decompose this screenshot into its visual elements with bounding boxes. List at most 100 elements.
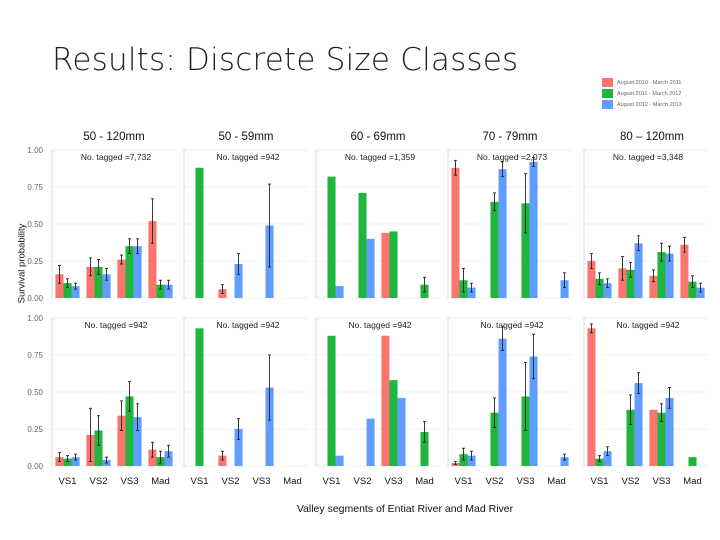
x-category-label: VS3	[653, 476, 671, 487]
bar	[71, 286, 80, 298]
y-tick-label: 0.75	[27, 351, 43, 360]
y-tick-label: 0.50	[27, 388, 43, 397]
bar	[649, 275, 658, 298]
legend-swatch	[602, 100, 613, 109]
bar	[389, 380, 398, 466]
x-axis-label: Valley segments of Entiat River and Mad …	[296, 503, 514, 515]
x-category-label: Mad	[415, 476, 433, 487]
bar	[529, 161, 538, 298]
x-category-label: VS1	[323, 476, 341, 487]
x-category-label: VS2	[222, 476, 240, 487]
bar	[164, 451, 173, 466]
bar	[218, 455, 227, 466]
panel-annotation: No. tagged =1,359	[345, 152, 415, 162]
legend-label: August 2011 - March 2012	[617, 90, 682, 97]
panel-annotation: No. tagged =7,732	[81, 152, 151, 162]
panel-annotation: No. tagged =3,348	[613, 152, 683, 162]
panel-annotation: No. tagged =2,073	[477, 152, 547, 162]
legend-swatch	[602, 89, 613, 98]
bar	[665, 253, 674, 298]
bar	[521, 396, 530, 466]
x-category-label: VS2	[486, 476, 504, 487]
bar	[626, 269, 635, 298]
bar	[560, 280, 569, 298]
bar	[366, 238, 375, 298]
bar	[467, 455, 476, 466]
bar	[335, 286, 344, 298]
y-tick-label: 1.00	[27, 314, 43, 323]
column-title: 60 - 69mm	[350, 131, 406, 143]
x-category-label: VS3	[517, 476, 535, 487]
bar	[156, 284, 165, 298]
bar	[148, 221, 157, 298]
bar	[389, 231, 398, 298]
x-category-label: VS1	[59, 476, 77, 487]
bar	[381, 232, 390, 298]
x-category-label: VS1	[455, 476, 473, 487]
x-category-label: VS1	[591, 476, 609, 487]
bar	[618, 268, 627, 298]
panel-annotation: No. tagged =942	[480, 320, 543, 330]
bar	[327, 176, 336, 298]
x-category-label: VS3	[121, 476, 139, 487]
legend-item: August 2011 - March 2012	[602, 88, 682, 99]
bar	[55, 274, 64, 298]
legend-swatch	[602, 78, 613, 87]
bar	[133, 246, 142, 298]
bar	[657, 252, 666, 298]
bar	[529, 356, 538, 466]
y-tick-label: 0.50	[27, 220, 43, 229]
bar	[125, 246, 134, 298]
y-tick-label: 0.00	[27, 462, 43, 471]
bar	[358, 192, 367, 298]
bar	[195, 167, 204, 298]
bar	[94, 266, 103, 298]
y-tick-label: 0.75	[27, 183, 43, 192]
bar	[688, 457, 697, 466]
bar	[587, 328, 596, 466]
bar	[451, 167, 460, 298]
bar	[595, 278, 604, 298]
bar	[71, 457, 80, 466]
x-category-label: VS3	[385, 476, 403, 487]
bar	[397, 397, 406, 466]
bar	[366, 418, 375, 466]
bar	[680, 244, 689, 298]
bar	[94, 430, 103, 466]
bar	[117, 259, 126, 298]
panel-annotation: No. tagged =942	[348, 320, 411, 330]
legend-item: August 2012 - March 2013	[602, 99, 682, 110]
bar	[657, 412, 666, 466]
bar	[117, 415, 126, 466]
legend-item: August 2010 - March 2011	[602, 77, 682, 88]
panel-annotation: No. tagged =942	[216, 320, 279, 330]
bar	[498, 338, 507, 466]
bar	[335, 455, 344, 466]
bar	[195, 328, 204, 466]
bar	[490, 412, 499, 466]
x-category-label: Mad	[683, 476, 701, 487]
y-tick-label: 0.00	[27, 294, 43, 303]
x-category-label: Mad	[151, 476, 169, 487]
legend: August 2010 - March 2011 August 2011 - M…	[602, 77, 682, 110]
bar	[133, 417, 142, 466]
column-title: 70 - 79mm	[482, 131, 538, 143]
column-title: 50 - 59mm	[218, 131, 274, 143]
bar	[102, 274, 111, 298]
column-title: 50 - 120mm	[83, 131, 145, 143]
bar	[86, 266, 95, 298]
panel-annotation: No. tagged =942	[84, 320, 147, 330]
bar	[125, 396, 134, 466]
bar	[587, 261, 596, 298]
legend-label: August 2010 - March 2011	[617, 79, 682, 86]
bar	[327, 335, 336, 466]
x-category-label: VS2	[354, 476, 372, 487]
bar	[649, 409, 658, 466]
bar	[234, 429, 243, 466]
column-title: 80 – 120mm	[620, 131, 684, 143]
bar	[148, 449, 157, 466]
bar	[688, 281, 697, 298]
slide-title: Results: Discrete Size Classes	[52, 42, 519, 78]
bar	[63, 458, 72, 466]
